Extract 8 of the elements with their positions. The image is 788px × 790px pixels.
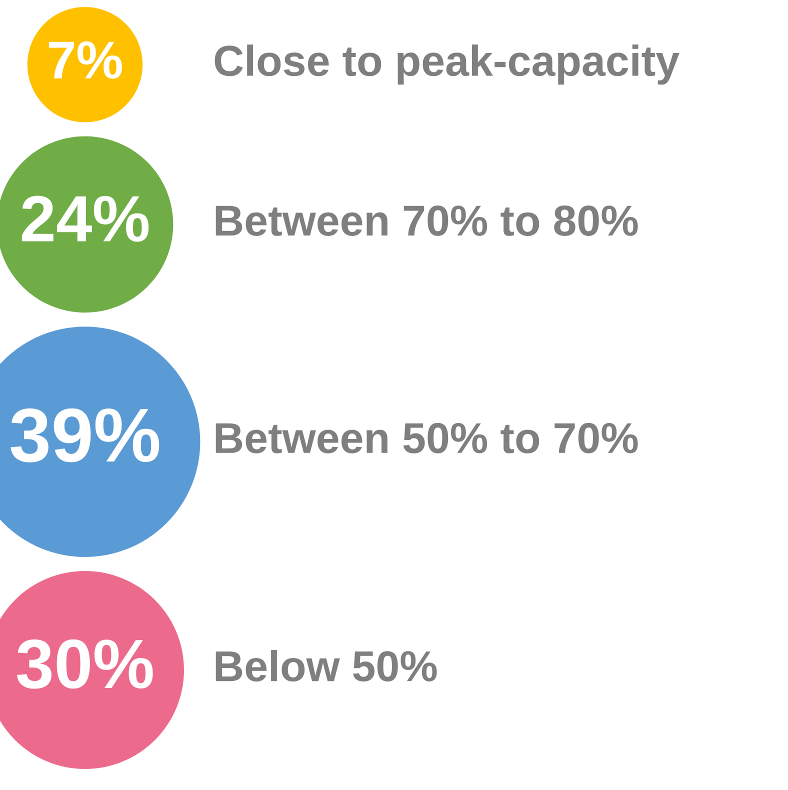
data-label: 39% (10, 408, 160, 462)
category-label: Between 50% to 70% (216, 422, 638, 454)
category-label: Below 50% (216, 650, 437, 682)
data-label: 7% (48, 41, 122, 79)
category-label: Between 70% to 80% (216, 205, 638, 236)
data-label: 30% (16, 639, 153, 689)
data-label: 24% (22, 196, 149, 242)
category-label: Close to peak-capacity (214, 44, 680, 85)
